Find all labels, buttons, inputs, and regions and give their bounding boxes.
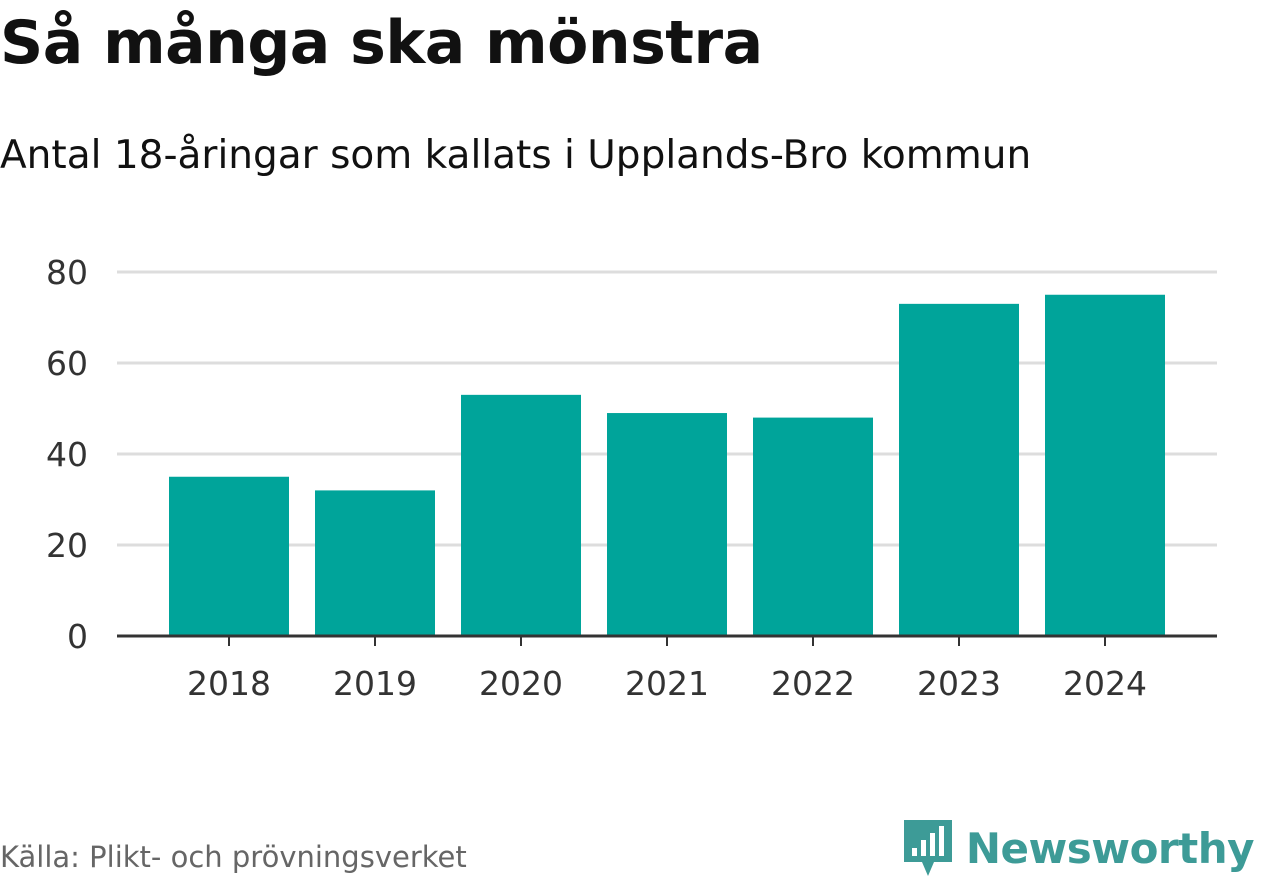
- x-tick-label-2020: 2020: [479, 664, 563, 703]
- x-tick-label-2019: 2019: [333, 664, 417, 703]
- bar-2018: [169, 476, 289, 636]
- x-tick-label-2024: 2024: [1063, 664, 1147, 703]
- y-tick-label-80: 80: [46, 253, 88, 292]
- brand-logo: Newsworthy: [902, 818, 1255, 878]
- brand-name: Newsworthy: [965, 823, 1255, 873]
- x-tick-label-2022: 2022: [771, 664, 855, 703]
- bar-2019: [315, 490, 435, 636]
- chart-subtitle: Antal 18-åringar som kallats i Upplands-…: [0, 133, 1032, 178]
- x-tick-label-2018: 2018: [187, 664, 271, 703]
- x-tick-label-2023: 2023: [917, 664, 1001, 703]
- bar-2023: [899, 303, 1019, 636]
- y-tick-label-40: 40: [46, 435, 88, 474]
- y-tick-label-60: 60: [46, 344, 88, 383]
- chart-title: Så många ska mönstra: [0, 8, 763, 78]
- x-tick-label-2021: 2021: [625, 664, 709, 703]
- bar-2022: [753, 417, 873, 636]
- y-tick-label-20: 20: [46, 526, 88, 565]
- bar-2021: [607, 413, 727, 636]
- newsworthy-logo-icon: [903, 820, 952, 876]
- y-tick-label-0: 0: [67, 617, 88, 656]
- source-note: Källa: Plikt- och prövningsverket: [0, 840, 467, 874]
- bar-chart: 0 20 40 60 80 2018 2019 2020 2021 2022 2023 2024: [46, 253, 1217, 703]
- bar-2024: [1045, 294, 1165, 636]
- bar-2020: [461, 394, 581, 636]
